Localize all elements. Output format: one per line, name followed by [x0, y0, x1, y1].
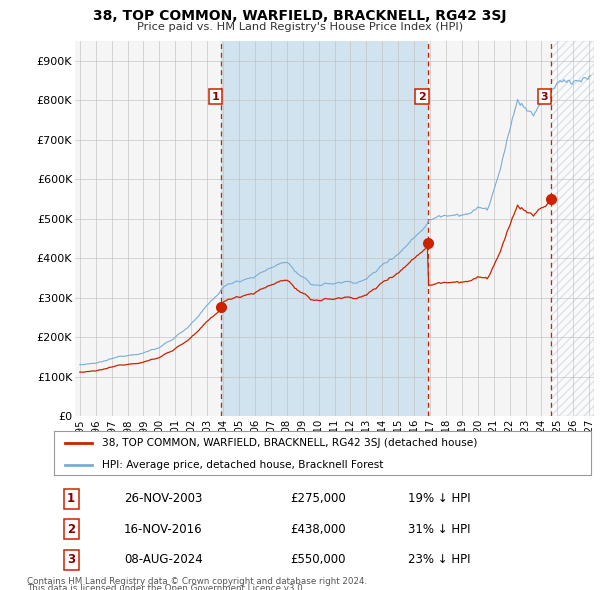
- Text: This data is licensed under the Open Government Licence v3.0.: This data is licensed under the Open Gov…: [27, 584, 305, 590]
- Polygon shape: [551, 41, 594, 416]
- Text: 38, TOP COMMON, WARFIELD, BRACKNELL, RG42 3SJ (detached house): 38, TOP COMMON, WARFIELD, BRACKNELL, RG4…: [103, 438, 478, 448]
- Bar: [221, 41, 428, 416]
- Text: 3: 3: [67, 553, 75, 566]
- Text: HPI: Average price, detached house, Bracknell Forest: HPI: Average price, detached house, Brac…: [103, 460, 384, 470]
- Text: 3: 3: [541, 91, 548, 101]
- Text: 31% ↓ HPI: 31% ↓ HPI: [409, 523, 471, 536]
- Text: 38, TOP COMMON, WARFIELD, BRACKNELL, RG42 3SJ: 38, TOP COMMON, WARFIELD, BRACKNELL, RG4…: [93, 9, 507, 23]
- Text: 2: 2: [67, 523, 75, 536]
- Text: £275,000: £275,000: [290, 492, 346, 505]
- Text: 1: 1: [211, 91, 219, 101]
- Text: Price paid vs. HM Land Registry's House Price Index (HPI): Price paid vs. HM Land Registry's House …: [137, 22, 463, 32]
- Text: £438,000: £438,000: [290, 523, 346, 536]
- Text: 19% ↓ HPI: 19% ↓ HPI: [409, 492, 471, 505]
- Text: £550,000: £550,000: [290, 553, 346, 566]
- Text: 16-NOV-2016: 16-NOV-2016: [124, 523, 202, 536]
- Text: 1: 1: [67, 492, 75, 505]
- Text: 2: 2: [418, 91, 426, 101]
- Text: 08-AUG-2024: 08-AUG-2024: [124, 553, 203, 566]
- Text: Contains HM Land Registry data © Crown copyright and database right 2024.: Contains HM Land Registry data © Crown c…: [27, 577, 367, 586]
- Text: 23% ↓ HPI: 23% ↓ HPI: [409, 553, 471, 566]
- Text: 26-NOV-2003: 26-NOV-2003: [124, 492, 202, 505]
